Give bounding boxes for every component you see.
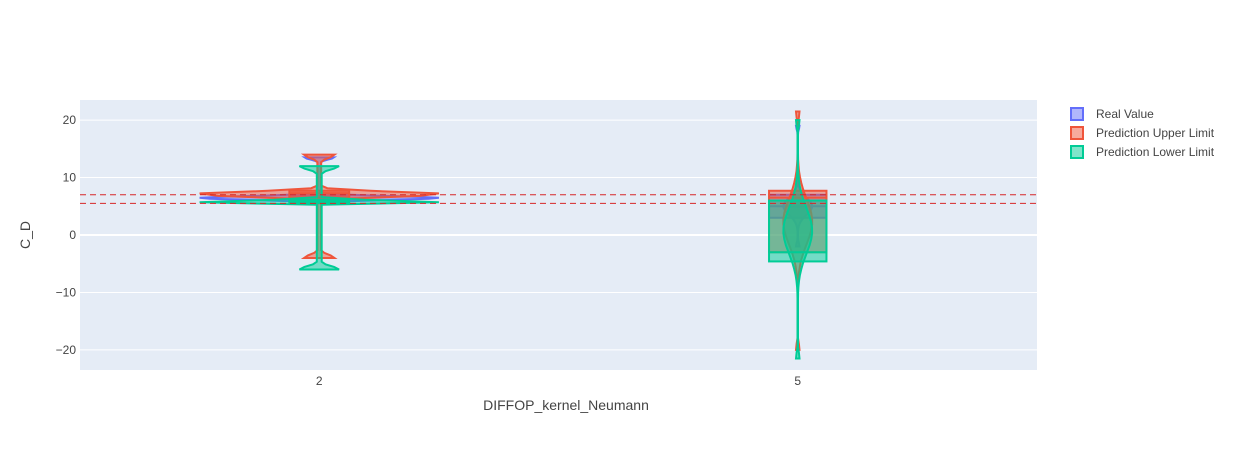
x-tick-label: 2	[316, 374, 323, 388]
legend-swatch	[1070, 107, 1084, 121]
y-axis-title: C_D	[17, 221, 33, 249]
y-tick-label: 20	[63, 113, 77, 127]
legend-swatch	[1070, 145, 1084, 159]
y-axis-ticks: −20 −10 0 10 20	[56, 113, 77, 357]
y-tick-label: 10	[63, 171, 77, 185]
y-tick-label: −10	[56, 285, 77, 299]
x-axis-title: DIFFOP_kernel_Neumann	[483, 397, 649, 413]
violins	[199, 110, 828, 360]
x-tick-label: 5	[794, 374, 801, 388]
legend: Real Value Prediction Upper Limit Predicti…	[1070, 107, 1215, 159]
legend-label: Real Value	[1096, 107, 1154, 121]
y-tick-label: −20	[56, 343, 77, 357]
y-tick-label: 0	[69, 228, 76, 242]
legend-label: Prediction Lower Limit	[1096, 145, 1215, 159]
violin-prediction-lower-limit	[199, 165, 439, 271]
legend-label: Prediction Upper Limit	[1096, 126, 1215, 140]
legend-swatch	[1070, 126, 1084, 140]
grid-lines	[80, 119, 1037, 351]
